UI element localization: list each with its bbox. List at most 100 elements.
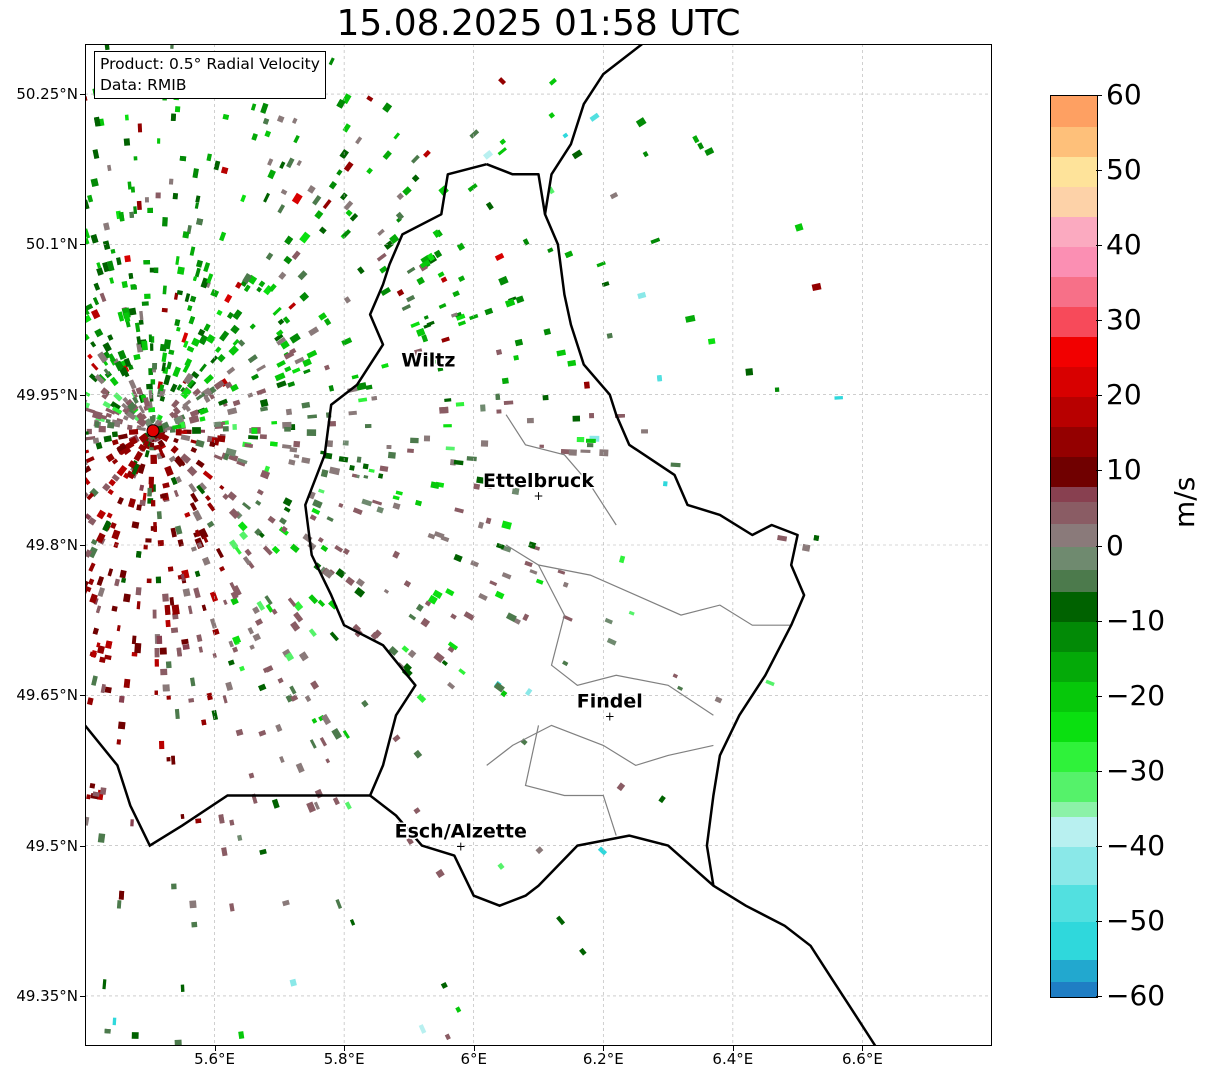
velocity-gate — [102, 240, 111, 250]
velocity-gate — [278, 271, 287, 280]
radar-map[interactable]: Wiltz + Ettelbruck + Findel + Esch/Alzette — [85, 44, 992, 1046]
velocity-gate — [191, 921, 198, 928]
velocity-gate — [96, 509, 106, 520]
velocity-gate — [306, 801, 316, 813]
velocity-gate — [564, 250, 574, 259]
velocity-gate — [146, 383, 153, 390]
velocity-gate — [88, 578, 95, 586]
france-border — [85, 724, 371, 848]
velocity-gate — [366, 95, 374, 102]
velocity-gate — [236, 460, 246, 467]
velocity-gate — [141, 340, 148, 351]
velocity-gate — [97, 587, 106, 598]
velocity-gate — [586, 442, 594, 448]
city-label[interactable]: Wiltz — [400, 348, 457, 373]
lon-tick-label: 6.2°E — [582, 1050, 624, 1068]
velocity-gate — [189, 246, 196, 256]
velocity-gate — [304, 695, 312, 703]
velocity-gate — [413, 807, 421, 815]
city-label[interactable]: Findel — [575, 689, 644, 714]
product-label: Product: 0.5° Radial Velocity — [100, 55, 320, 73]
velocity-gate — [93, 282, 101, 291]
velocity-gate — [173, 292, 179, 300]
velocity-gate — [87, 353, 93, 360]
velocity-gate — [355, 578, 365, 587]
velocity-gate — [282, 497, 293, 507]
velocity-gate — [395, 490, 403, 496]
velocity-gate — [447, 645, 456, 653]
velocity-gate — [154, 647, 160, 658]
velocity-gate — [128, 272, 134, 279]
velocity-gate — [336, 169, 343, 176]
velocity-gate — [209, 591, 219, 602]
velocity-gate — [117, 443, 127, 452]
velocity-gate — [317, 599, 326, 608]
colorbar-segment — [1051, 621, 1097, 653]
velocity-gate — [85, 465, 92, 474]
velocity-gate — [139, 310, 144, 321]
lon-tick-label: 6°E — [460, 1050, 487, 1068]
velocity-gate — [499, 138, 507, 146]
velocity-gate — [243, 284, 251, 293]
velocity-gate — [470, 560, 479, 568]
velocity-gate — [252, 606, 260, 615]
velocity-gate — [227, 659, 235, 666]
city-label[interactable]: Esch/Alzette — [393, 819, 528, 844]
velocity-gate — [298, 651, 309, 662]
velocity-gate — [150, 379, 156, 385]
velocity-gate — [86, 492, 95, 501]
velocity-gate — [256, 388, 267, 396]
velocity-gate — [87, 194, 94, 203]
velocity-gate — [107, 421, 115, 429]
velocity-gate — [589, 112, 600, 122]
radar-site-marker[interactable] — [146, 424, 160, 438]
velocity-gate — [416, 693, 427, 704]
velocity-gate — [427, 594, 438, 605]
velocity-gate — [548, 77, 557, 86]
velocity-gate — [111, 458, 119, 465]
velocity-gate — [322, 568, 334, 579]
velocity-gate — [539, 444, 544, 448]
map-title: 15.08.2025 01:58 UTC — [336, 3, 741, 44]
velocity-gate — [92, 437, 100, 444]
velocity-gate — [122, 396, 129, 403]
velocity-gate — [443, 424, 452, 428]
velocity-gate — [433, 249, 443, 259]
velocity-gate — [328, 57, 335, 66]
velocity-gate — [437, 367, 444, 372]
velocity-gate — [662, 481, 668, 487]
velocity-gate — [124, 255, 131, 263]
velocity-gate — [765, 679, 775, 687]
velocity-gate — [276, 115, 285, 123]
velocity-gate — [254, 528, 262, 536]
velocity-gate — [430, 481, 440, 489]
velocity-gate — [148, 368, 154, 376]
velocity-gate — [267, 515, 276, 524]
velocity-gate — [496, 409, 502, 414]
velocity-gate — [401, 667, 413, 678]
velocity-gate — [383, 588, 390, 594]
velocity-gate — [165, 661, 172, 669]
colorbar-segment — [1051, 366, 1097, 397]
velocity-gate — [151, 414, 156, 422]
velocity-gate — [239, 530, 249, 541]
velocity-gate — [357, 266, 365, 275]
velocity-gate — [415, 603, 424, 612]
colorbar-segment — [1051, 156, 1097, 187]
velocity-gate — [108, 479, 116, 487]
velocity-gate — [329, 466, 341, 476]
velocity-gate — [201, 604, 207, 612]
velocity-gate — [182, 399, 192, 408]
velocity-gate — [174, 318, 181, 327]
velocity-gate — [117, 349, 127, 360]
velocity-gate — [175, 256, 180, 265]
velocity-gate — [267, 158, 274, 166]
velocity-gate — [123, 357, 132, 368]
colorbar-segment — [1051, 126, 1097, 157]
velocity-gate — [111, 605, 118, 612]
city-label[interactable]: Ettelbruck — [482, 468, 596, 493]
velocity-gate — [198, 646, 204, 653]
velocity-gate — [515, 295, 525, 304]
velocity-gate — [131, 388, 139, 398]
velocity-gate — [184, 511, 191, 518]
